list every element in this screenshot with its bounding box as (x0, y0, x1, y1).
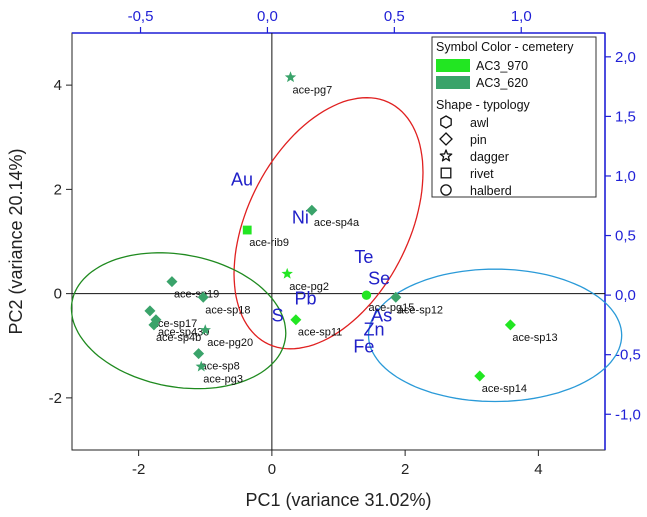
point-label: ace-pg20 (207, 337, 253, 349)
legend-color-swatch (436, 59, 470, 72)
ellipse-blue (367, 268, 623, 403)
legend-shape-label: awl (470, 116, 489, 130)
x-tick-label: 4 (534, 461, 542, 478)
top-tick-label: -0,5 (128, 8, 154, 25)
point-label: ace-sp4b (156, 332, 201, 344)
legend-shape-label: dagger (470, 150, 509, 164)
element-label: As (371, 305, 392, 325)
point-label: ace-pg2 (289, 281, 329, 293)
y-tick-label: 0 (54, 286, 62, 303)
point-label: ace-pg7 (293, 84, 333, 96)
top-tick-label: 0,0 (257, 8, 278, 25)
data-point (193, 348, 205, 360)
legend-shape-icon (440, 167, 452, 179)
y-tick-label: -2 (49, 390, 62, 407)
top-tick-label: 0,5 (384, 8, 405, 25)
ellipse-green (70, 252, 287, 390)
data-point (195, 360, 207, 372)
point-label: ace-pg3 (203, 374, 243, 386)
legend-shape-label: pin (470, 133, 487, 147)
legend-title-color: Symbol Color - cemetery (436, 40, 574, 54)
element-label: S (272, 305, 284, 325)
legend-shape-icon (439, 132, 453, 146)
ellipse-red (233, 97, 424, 350)
right-tick-label: 0,5 (615, 228, 636, 245)
right-tick-label: -0,5 (615, 347, 641, 364)
right-tick-label: 1,0 (615, 168, 636, 185)
x-tick-label: -2 (132, 461, 145, 478)
data-point (197, 291, 209, 303)
y-axis-title: PC2 (variance 20.14%) (6, 148, 26, 334)
point-label: ace-sp18 (205, 304, 250, 316)
element-label: Zn (364, 320, 385, 340)
data-point (281, 267, 293, 279)
right-tick-label: -1,0 (615, 406, 641, 423)
data-point (504, 319, 516, 331)
legend-shape-icon (439, 149, 453, 162)
point-label: ace-sp17 (152, 318, 197, 330)
data-point (306, 204, 318, 216)
element-label: Au (231, 170, 253, 190)
data-point (390, 291, 402, 303)
right-tick-label: 0,0 (615, 287, 636, 304)
point-label: ace-sp13 (512, 332, 557, 344)
point-label: ace-sp430 (158, 327, 209, 339)
data-point (361, 290, 372, 300)
point-label: ace-sp12 (398, 304, 443, 316)
element-label: Te (354, 247, 373, 267)
data-point (474, 370, 486, 382)
legend-color-label: AC3_620 (476, 76, 528, 90)
data-point (290, 314, 302, 326)
element-label: Se (368, 268, 390, 288)
data-point (148, 319, 160, 331)
data-point (242, 225, 252, 235)
x-tick-label: 0 (268, 461, 276, 478)
data-point (284, 71, 297, 83)
element-label: Pb (294, 289, 316, 309)
right-tick-label: 1,5 (615, 108, 636, 125)
element-label: Ni (292, 208, 309, 228)
x-tick-label: 2 (401, 461, 409, 478)
legend-shape-icon (440, 184, 452, 196)
point-label: ace-sp4a (314, 217, 360, 229)
legend-shape-label: halberd (470, 184, 512, 198)
data-point (199, 324, 211, 335)
legend-title-shape: Shape - typology (436, 98, 531, 112)
legend-color-label: AC3_970 (476, 59, 528, 73)
element-label: Fe (353, 336, 374, 356)
point-label: ace-pg15 (368, 302, 414, 314)
right-tick-label: 2,0 (615, 49, 636, 66)
point-label: ace-rib9 (249, 237, 289, 249)
y-tick-label: 4 (54, 77, 62, 94)
point-label: ace-sp11 (298, 327, 342, 339)
y-tick-label: 2 (54, 181, 62, 198)
point-label: ace-sp19 (174, 289, 219, 301)
top-tick-label: 1,0 (511, 8, 532, 25)
legend-shape-icon (440, 115, 452, 129)
point-label: ace-sp14 (482, 383, 527, 395)
point-label: ace-sp8 (201, 361, 240, 373)
data-point (166, 276, 178, 288)
x-axis-title: PC1 (variance 31.02%) (245, 490, 431, 510)
legend-color-swatch (436, 76, 470, 89)
legend-shape-label: rivet (470, 167, 494, 181)
data-point (144, 305, 156, 317)
